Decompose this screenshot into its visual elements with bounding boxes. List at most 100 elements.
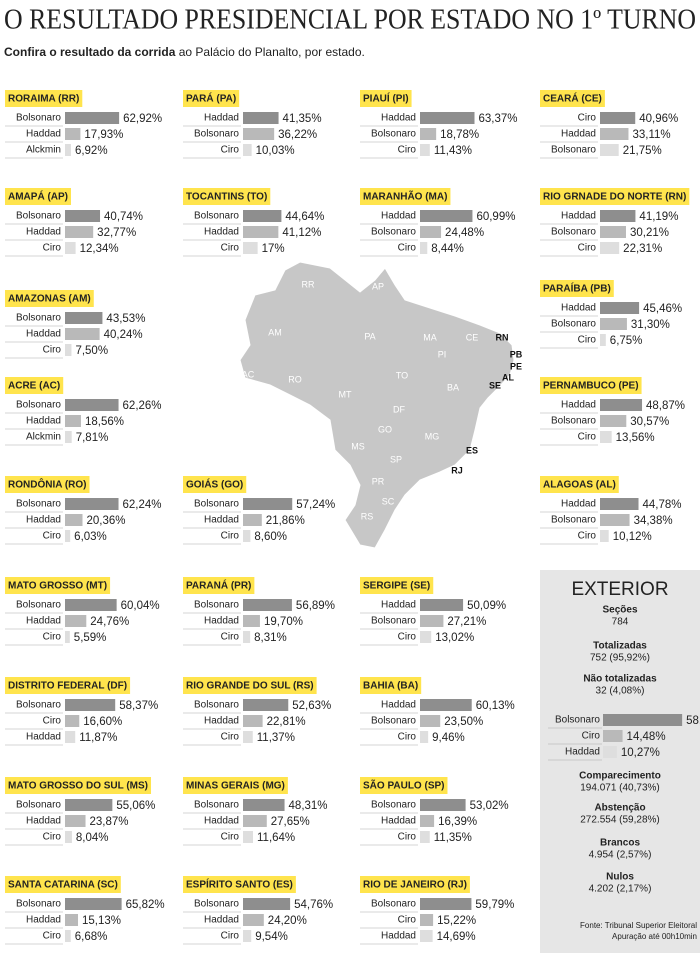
category-label: Ciro (221, 243, 240, 254)
category-label: Ciro (43, 931, 62, 942)
bar (65, 226, 94, 238)
bar (65, 399, 119, 411)
category-label: Bolsonaro (194, 899, 239, 910)
bar (65, 344, 72, 356)
title-box (5, 876, 121, 893)
chart-title: PERNAMBUCO (PE) (543, 381, 639, 392)
category-label: Ciro (398, 243, 417, 254)
category-label: Bolsonaro (16, 400, 61, 411)
category-label: Haddad (204, 716, 239, 727)
map-label: RJ (451, 465, 463, 475)
bar (65, 144, 71, 156)
title-box (183, 188, 271, 205)
title-box (5, 777, 152, 794)
stat-value: 752 (95,92%) (590, 653, 650, 664)
map-label: RR (302, 279, 315, 289)
value-label: 53,02% (470, 800, 509, 812)
source-note: Apuração até 00h10min (612, 932, 697, 941)
category-label: Ciro (578, 243, 597, 254)
value-label: 11,35% (434, 832, 472, 844)
bar (243, 599, 292, 611)
title-box (183, 876, 296, 893)
category-label: Haddad (26, 732, 61, 743)
category-label: Haddad (26, 616, 61, 627)
value-label: 36,22% (278, 129, 317, 141)
value-label: 22,81% (267, 716, 306, 728)
category-label: Bolsonaro (371, 616, 416, 627)
map-label: CE (466, 332, 479, 342)
value-label: 9,54% (255, 931, 288, 943)
subtitle: Confira o resultado da corrida ao Paláci… (4, 45, 365, 59)
map-label: AP (372, 281, 384, 291)
bar (65, 831, 72, 843)
bar (65, 631, 70, 643)
bar (600, 302, 640, 314)
value-label: 33,11% (632, 129, 670, 141)
bar (600, 226, 626, 238)
stat-value: 784 (612, 617, 629, 628)
map-label: AM (268, 327, 282, 337)
value-label: 59,79% (475, 899, 514, 911)
value-label: 20,36% (87, 515, 126, 527)
category-label: Haddad (381, 700, 416, 711)
bar (65, 328, 100, 340)
category-label: Haddad (26, 129, 61, 140)
value-label: 13,56% (616, 432, 655, 444)
bar (243, 914, 264, 926)
page-title: O RESULTADO PRESIDENCIAL POR ESTADO NO 1… (4, 4, 696, 35)
category-label: Haddad (26, 816, 61, 827)
map-label: RS (361, 511, 374, 521)
category-label: Bolsonaro (371, 129, 416, 140)
bar (243, 144, 252, 156)
value-label: 52,63% (292, 700, 331, 712)
bar (243, 815, 267, 827)
title-box (360, 90, 412, 107)
bar (65, 242, 76, 254)
value-label: 58,62% (686, 715, 700, 727)
chart-title: GOIÁS (GO) (186, 478, 243, 491)
value-label: 13,02% (435, 632, 474, 644)
bar (420, 731, 429, 743)
chart-title: BAHIA (BA) (363, 681, 418, 692)
title-box (540, 188, 690, 205)
value-label: 16,60% (83, 716, 122, 728)
map-label: SP (390, 454, 402, 464)
category-label: Haddad (26, 416, 61, 427)
map-label: DF (393, 404, 405, 414)
bar (603, 746, 617, 758)
chart-title: SERGIPE (SE) (363, 581, 430, 592)
value-label: 10,12% (613, 531, 652, 543)
bar (243, 930, 252, 942)
value-label: 60,99% (476, 211, 515, 223)
stat-label: Seções (602, 605, 637, 616)
value-label: 11,37% (257, 732, 295, 744)
bar (420, 831, 430, 843)
bar (420, 599, 464, 611)
bar (420, 898, 472, 910)
value-label: 11,43% (434, 145, 472, 157)
value-label: 7,50% (75, 345, 108, 357)
bar (243, 898, 291, 910)
chart-title: SÃO PAULO (SP) (363, 779, 444, 792)
category-label: Haddad (565, 747, 600, 758)
title-box (5, 377, 64, 394)
chart-title: TOCANTINS (TO) (186, 192, 267, 203)
exterior-panel (540, 570, 700, 953)
category-label: Haddad (561, 400, 596, 411)
value-label: 40,96% (639, 113, 678, 125)
value-label: 9,46% (432, 732, 465, 744)
bar (65, 898, 122, 910)
value-label: 56,89% (296, 600, 335, 612)
value-label: 41,35% (283, 113, 322, 125)
category-label: Haddad (561, 303, 596, 314)
value-label: 44,78% (643, 499, 682, 511)
value-label: 15,13% (82, 915, 121, 927)
value-label: 24,76% (90, 616, 129, 628)
category-label: Haddad (204, 515, 239, 526)
map-label: RO (288, 374, 302, 384)
value-label: 14,69% (437, 931, 476, 943)
category-label: Bolsonaro (551, 227, 596, 238)
map-label: PA (364, 331, 375, 341)
value-label: 24,20% (268, 915, 307, 927)
